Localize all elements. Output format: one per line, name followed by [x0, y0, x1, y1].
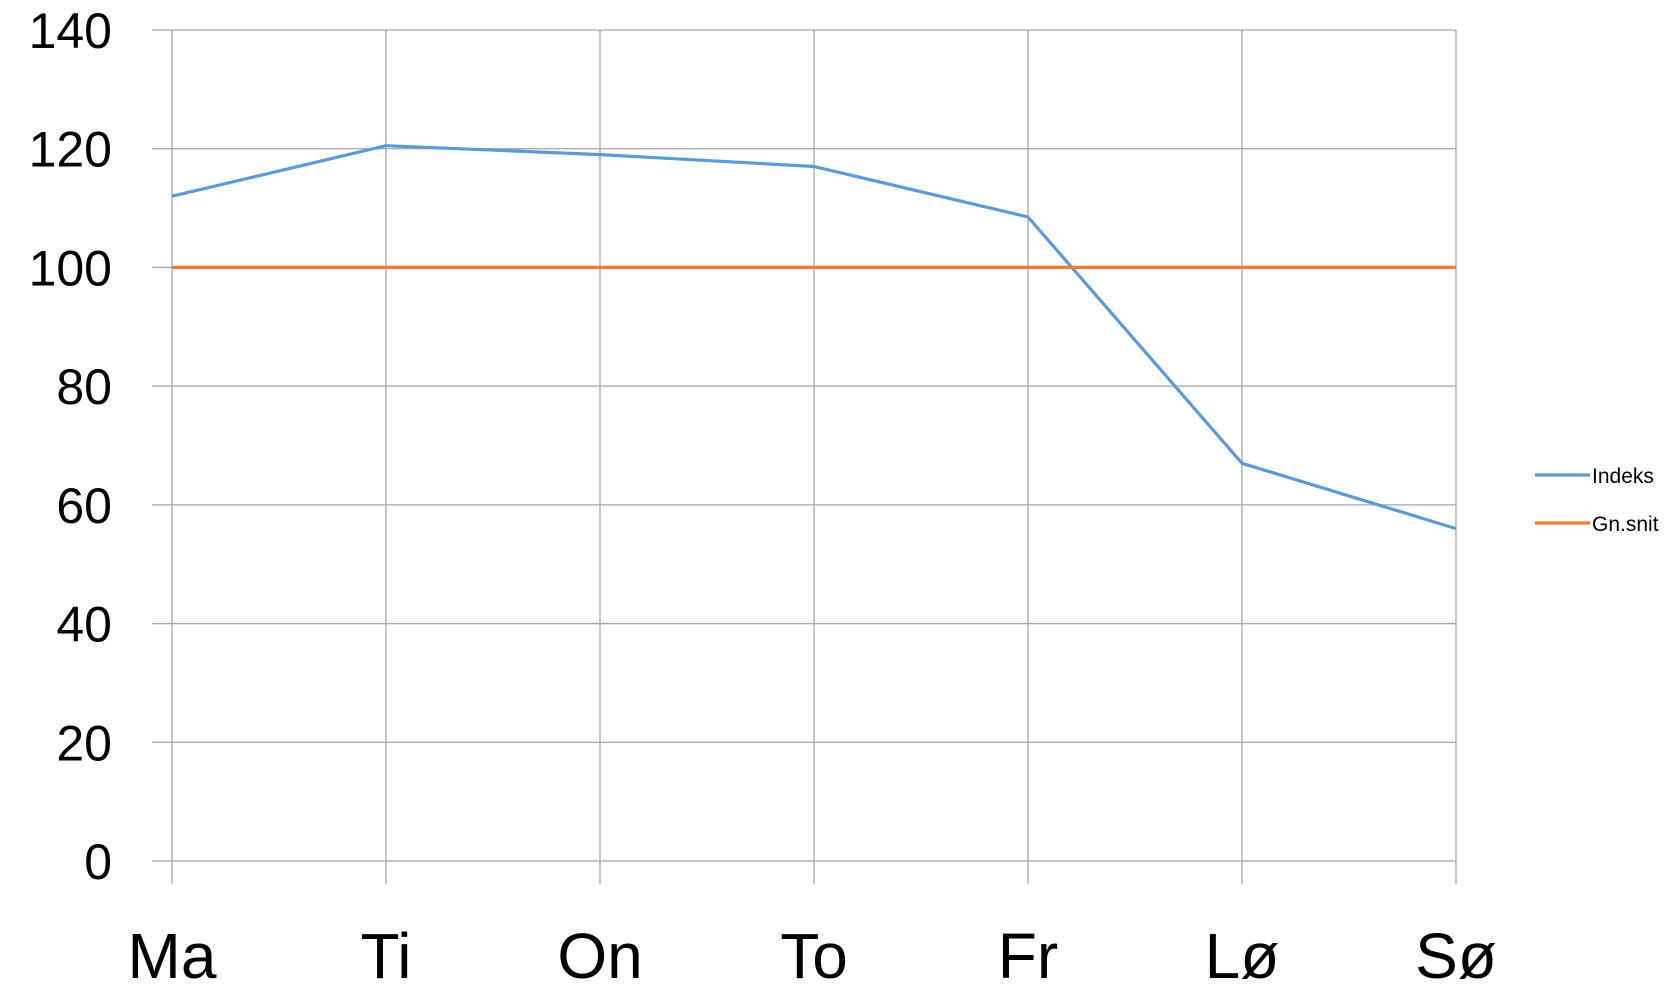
legend-item: Gn.snit — [1535, 513, 1659, 536]
series-lines — [171, 144, 1457, 531]
y-tick-label: 80 — [56, 359, 112, 415]
x-tick-label: Fr — [998, 920, 1058, 984]
y-tick-label: 60 — [56, 478, 112, 534]
x-tick-label: Lø — [1205, 920, 1280, 984]
legend-label: Indeks — [1592, 465, 1654, 488]
x-axis-tick-labels: Ma Ti On To Fr Lø Sø — [128, 920, 1497, 984]
x-tick-label: To — [780, 920, 848, 984]
legend: Indeks Gn.snit — [1535, 465, 1659, 536]
y-tick-label: 140 — [29, 3, 112, 59]
y-tick-label: 40 — [56, 597, 112, 653]
x-tick-label: Ti — [361, 920, 412, 984]
x-tick-label: Sø — [1415, 920, 1497, 984]
y-tick-label: 120 — [29, 122, 112, 178]
y-tick-label: 100 — [29, 240, 112, 296]
y-tick-label: 0 — [84, 834, 112, 890]
legend-item: Indeks — [1535, 465, 1654, 488]
legend-label: Gn.snit — [1592, 513, 1659, 536]
x-tick-label: On — [557, 920, 642, 984]
x-tick-label: Ma — [128, 920, 217, 984]
y-tick-label: 20 — [56, 715, 112, 771]
y-axis-tick-labels: 0 20 40 60 80 100 120 140 — [29, 3, 112, 890]
gridlines — [152, 29, 1457, 884]
series-line-indeks — [171, 144, 1457, 531]
